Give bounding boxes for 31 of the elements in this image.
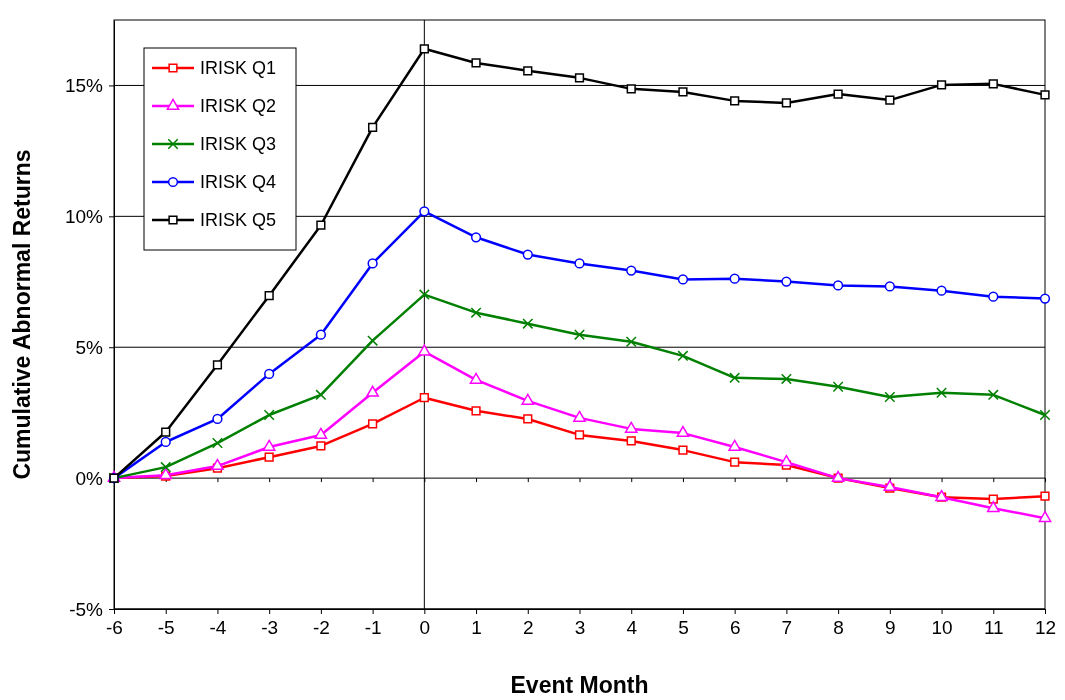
x-tick-label: -3 bbox=[261, 617, 279, 639]
legend-label: IRISK Q1 bbox=[200, 58, 277, 78]
x-tick-label: -2 bbox=[312, 617, 330, 639]
x-tick-label: -1 bbox=[364, 617, 382, 639]
y-tick-label: 5% bbox=[75, 336, 104, 358]
legend-label: IRISK Q5 bbox=[200, 210, 277, 230]
x-tick-label: 2 bbox=[522, 617, 534, 639]
legend-label: IRISK Q3 bbox=[200, 134, 277, 154]
x-tick-label: 1 bbox=[471, 617, 482, 639]
y-tick-label: 0% bbox=[75, 467, 104, 489]
x-tick-label: -6 bbox=[106, 617, 123, 639]
x-tick-label: 12 bbox=[1034, 617, 1057, 639]
x-tick-label: 10 bbox=[931, 617, 953, 639]
y-tick-label: -5% bbox=[69, 598, 104, 620]
x-tick-label: 9 bbox=[885, 617, 896, 639]
x-tick-label: 7 bbox=[781, 617, 793, 639]
x-tick-label: 6 bbox=[729, 617, 741, 639]
y-tick-label: 15% bbox=[64, 75, 104, 97]
legend-label: IRISK Q2 bbox=[200, 96, 277, 116]
x-tick-label: 8 bbox=[833, 617, 844, 639]
x-tick-label: 4 bbox=[626, 617, 638, 639]
legend-label: IRISK Q4 bbox=[200, 172, 277, 192]
x-tick-label: 5 bbox=[678, 617, 689, 639]
x-tick-label: -5 bbox=[157, 617, 175, 639]
x-tick-label: -4 bbox=[209, 617, 227, 639]
x-tick-label: 0 bbox=[419, 617, 431, 639]
x-tick-label: 3 bbox=[574, 617, 586, 639]
y-axis-title: Cumulative Abnormal Returns bbox=[9, 149, 35, 480]
x-tick-label: 11 bbox=[983, 617, 1004, 639]
x-axis-title: Event Month bbox=[510, 672, 649, 698]
y-tick-label: 10% bbox=[64, 205, 104, 227]
